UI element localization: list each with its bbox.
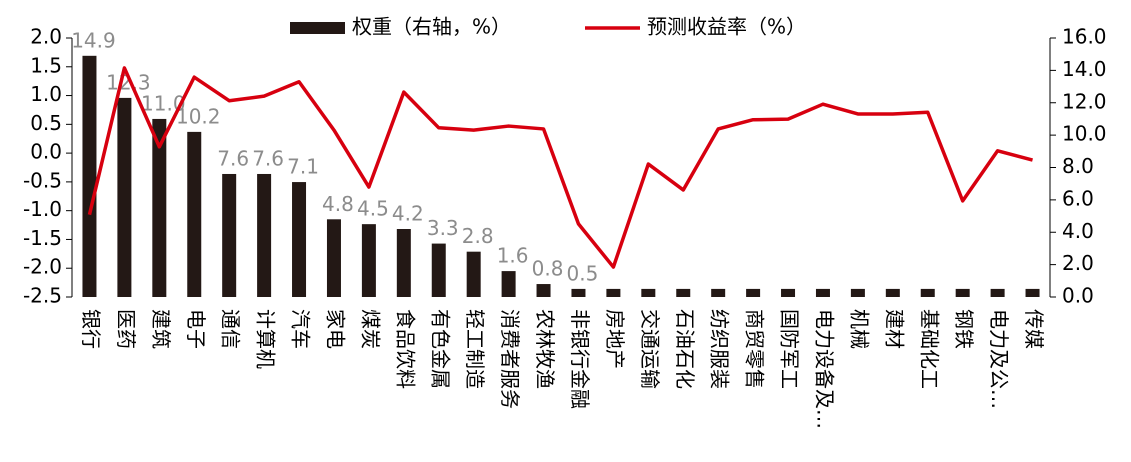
x-tick-label: 商贸零售 <box>743 309 767 389</box>
y-tick-label: -2.5 <box>23 284 62 308</box>
bar <box>641 288 656 297</box>
data-label: 4.2 <box>392 202 424 226</box>
bar <box>501 271 516 297</box>
y-tick-label: 1.0 <box>30 82 62 106</box>
bar <box>326 219 341 297</box>
y-tick-label: -1.5 <box>23 226 62 250</box>
x-tick-label: 建材 <box>882 309 906 349</box>
bar <box>361 224 376 297</box>
x-tick-label: 电子 <box>184 309 208 349</box>
bar <box>676 288 691 297</box>
bar <box>396 229 411 297</box>
bar <box>746 288 761 297</box>
bar <box>920 288 935 297</box>
x-tick-label: 非银行金融 <box>568 309 592 409</box>
bar <box>82 55 97 298</box>
y2-tick-label: 16.0 <box>1062 25 1107 49</box>
y2-tick-label: 14.0 <box>1062 57 1107 81</box>
bar <box>466 251 481 297</box>
bar <box>850 288 865 297</box>
y2-tick-label: 2.0 <box>1062 251 1094 275</box>
bar <box>711 288 726 297</box>
bar <box>292 182 307 297</box>
y2-tick-label: 4.0 <box>1062 219 1094 243</box>
legend-swatch <box>290 22 345 34</box>
y-tick-label: 0.0 <box>30 140 62 164</box>
x-tick-label: 传媒 <box>1022 309 1046 349</box>
x-tick-label: 通信 <box>219 309 243 349</box>
y-tick-label: -0.5 <box>23 168 62 192</box>
x-tick-label: 钢铁 <box>952 309 976 349</box>
bar <box>885 288 900 297</box>
y-tick-label: -2.0 <box>23 255 62 279</box>
y-tick-label: 0.5 <box>30 111 62 135</box>
data-label: 1.6 <box>497 244 529 268</box>
bar <box>431 243 446 297</box>
y2-tick-label: 0.0 <box>1062 284 1094 308</box>
bar <box>222 173 237 297</box>
y-tick-label: 2.0 <box>30 25 62 49</box>
y2-tick-label: 10.0 <box>1062 122 1107 146</box>
bar <box>536 284 551 297</box>
y2-tick-label: 12.0 <box>1062 89 1107 113</box>
line <box>87 66 1033 269</box>
bar <box>117 97 132 297</box>
x-tick-label: 基础化工 <box>917 309 941 389</box>
legend-label: 权重（右轴，%） <box>352 15 511 39</box>
bar <box>152 118 167 297</box>
bar <box>955 288 970 297</box>
y2-tick-label: 8.0 <box>1062 154 1094 178</box>
data-label: 7.6 <box>252 146 284 170</box>
bar <box>990 288 1005 297</box>
data-label: 4.5 <box>357 197 389 221</box>
data-label: 2.8 <box>462 224 494 248</box>
x-tick-label: 建筑 <box>149 309 173 349</box>
data-label: 3.3 <box>427 216 459 240</box>
x-tick-label: 医药 <box>114 309 138 349</box>
x-tick-label: 有色金属 <box>428 309 452 389</box>
x-tick-label: 交通运输 <box>638 309 662 389</box>
bar <box>571 288 586 297</box>
data-label: 7.6 <box>217 146 249 170</box>
bar <box>1025 288 1040 297</box>
y-tick-label: 1.5 <box>30 53 62 77</box>
x-tick-label: 家电 <box>323 309 347 349</box>
x-tick-label: 国防军工 <box>778 309 802 389</box>
x-tick-label: 纺织服装 <box>708 309 732 389</box>
x-tick-label: 机械 <box>847 309 871 349</box>
x-tick-label: 房地产 <box>603 309 627 369</box>
x-tick-label: 煤炭 <box>358 309 382 349</box>
data-label: 10.2 <box>176 104 221 128</box>
x-tick-label: 电力及公… <box>987 309 1011 409</box>
x-tick-label: 银行 <box>79 309 103 349</box>
bar <box>187 131 202 297</box>
x-tick-label: 农林牧渔 <box>533 309 557 389</box>
bar <box>606 288 621 297</box>
bar <box>815 288 830 297</box>
y2-tick-label: 6.0 <box>1062 186 1094 210</box>
data-label: 7.1 <box>287 155 319 179</box>
data-label: 14.9 <box>71 28 116 52</box>
x-tick-label: 汽车 <box>289 309 313 349</box>
y-tick-label: -1.0 <box>23 197 62 221</box>
x-tick-label: 食品饮料 <box>393 309 417 389</box>
bar <box>781 288 796 297</box>
x-tick-label: 消费者服务 <box>498 309 522 409</box>
x-tick-label: 轻工制造 <box>463 309 487 389</box>
x-tick-label: 电力设备及… <box>812 309 836 429</box>
data-label: 0.5 <box>567 261 599 285</box>
bar <box>257 173 272 297</box>
data-label: 0.8 <box>532 257 564 281</box>
x-tick-label: 石油石化 <box>673 309 697 389</box>
legend-label: 预测收益率（%） <box>647 15 806 39</box>
x-tick-label: 计算机 <box>254 309 278 369</box>
data-label: 4.8 <box>322 192 354 216</box>
